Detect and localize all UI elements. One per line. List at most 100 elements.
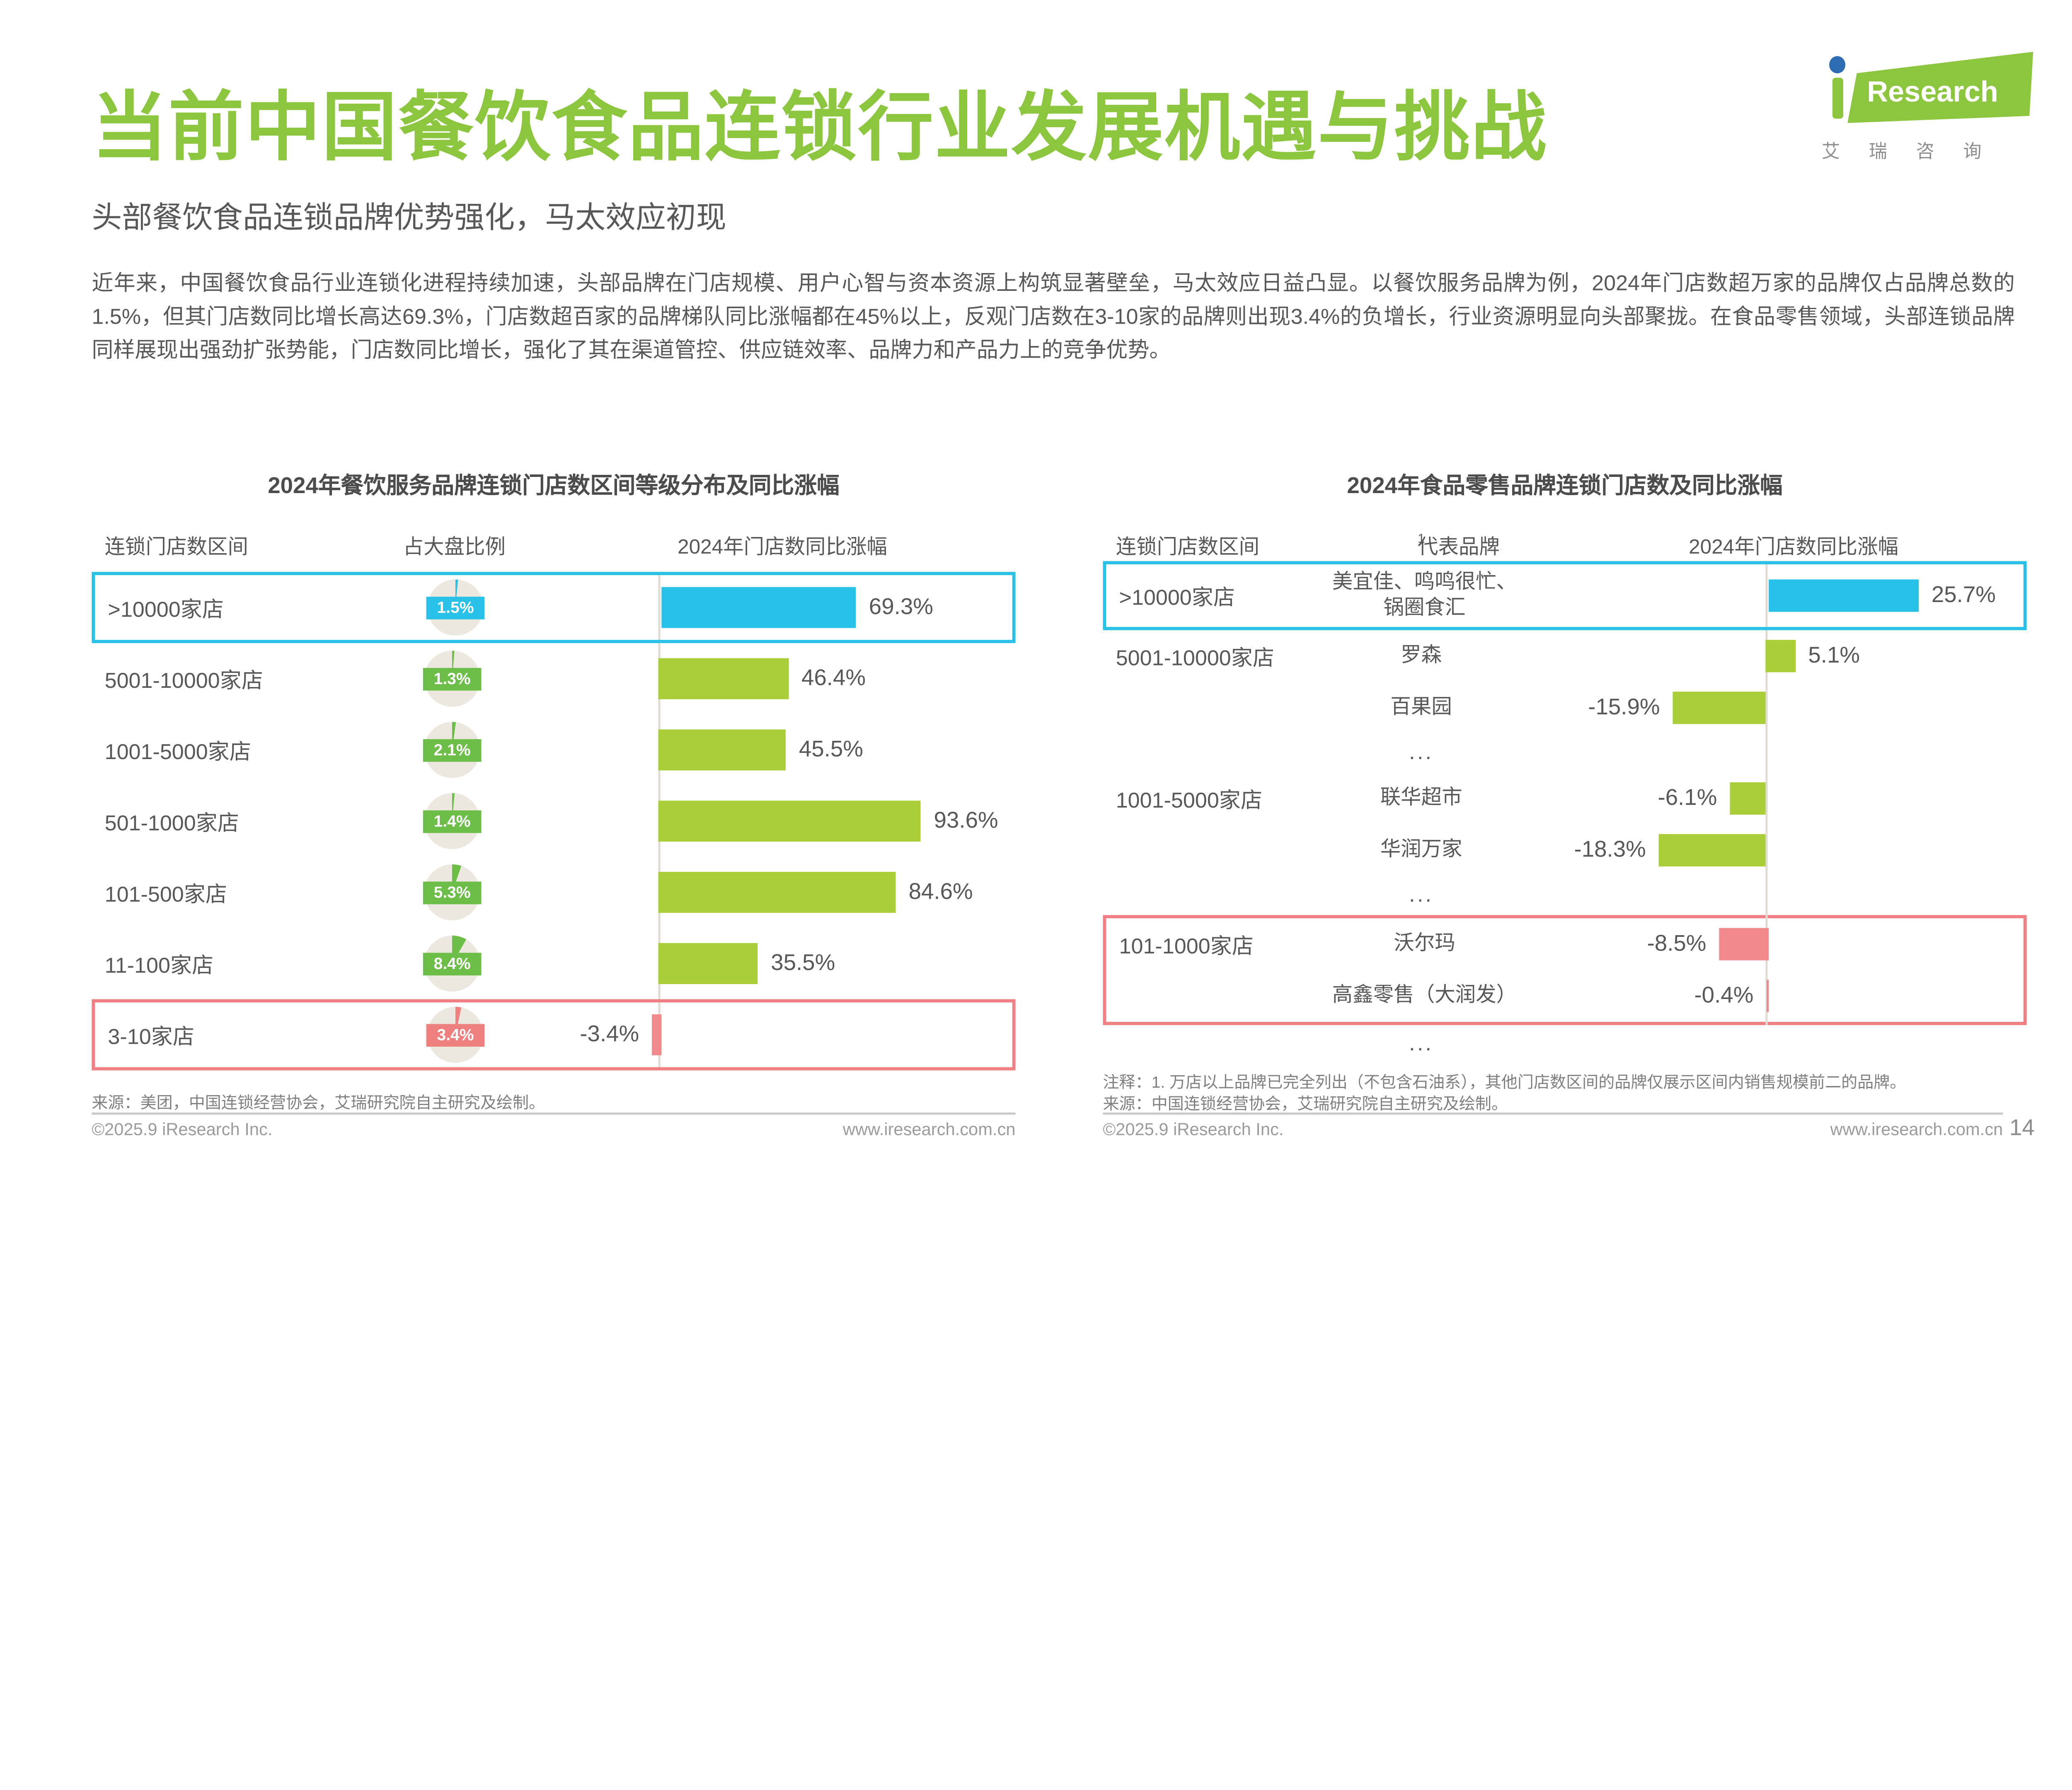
logo-research-text: Research	[1867, 75, 1998, 108]
growth-value: -6.1%	[1658, 785, 1717, 810]
page-title: 当前中国餐饮食品连锁行业发展机遇与挑战	[92, 85, 1548, 169]
growth-value: -15.9%	[1588, 695, 1660, 720]
store-range-label: 101-1000家店	[1119, 935, 1254, 959]
left-chart-headers: 连锁门店数区间 占大盘比例 2024年门店数同比涨幅	[92, 531, 1015, 559]
growth-value: 93.6%	[934, 808, 998, 833]
growth-bar	[1673, 692, 1766, 724]
share-pie: 1.4%	[422, 791, 482, 851]
ellipsis-row: ...	[1103, 876, 2026, 915]
brand-name-line: 美宜佳、鸣鸣很忙、	[1332, 571, 1517, 594]
right-chart-rows: >10000家店 美宜佳、鸣鸣很忙、 锅圈食汇 25.7% 5001-10000家店 罗森…	[1103, 561, 2027, 1064]
growth-value: -0.4%	[1694, 983, 1754, 1008]
copyright-right: ©2025.9 iResearch Inc.	[1103, 1121, 1284, 1139]
right-chart-headers: 连锁门店数区间 代表品牌 1 2024年门店数同比涨幅	[1103, 531, 2026, 559]
growth-bar	[1719, 928, 1769, 960]
chart-row: >10000家店 美宜佳、鸣鸣很忙、 锅圈食汇 25.7%	[1103, 561, 2027, 630]
chart-row: 高鑫零售（大润发） -0.4%	[1106, 970, 2024, 1022]
growth-bar	[1766, 980, 1769, 1012]
intro-paragraph: 近年来，中国餐饮食品行业连锁化进程持续加速，头部品牌在门店规模、用户心智与资本资…	[92, 272, 2015, 363]
share-value-chip: 3.4%	[426, 1024, 485, 1047]
growth-bar	[658, 872, 896, 913]
share-value-chip: 5.3%	[423, 881, 482, 905]
copyright-left: ©2025.9 iResearch Inc.	[92, 1121, 273, 1139]
brand-name-line: 华润万家	[1380, 838, 1462, 861]
brand-name-line: 高鑫零售（大润发）	[1332, 984, 1517, 1007]
store-range-label: 501-1000家店	[104, 812, 239, 836]
brand-name: 华润万家	[1227, 837, 1616, 864]
logo-i-dot	[1829, 56, 1846, 74]
share-pie: 1.3%	[422, 648, 482, 709]
chart-row: 1001-5000家店 联华超市 -6.1%	[1103, 773, 2026, 825]
growth-value: 46.4%	[801, 665, 866, 691]
store-range-label: 101-500家店	[104, 883, 227, 907]
store-range-label: 11-100家店	[104, 954, 214, 978]
left-chart-rows: >10000家店 1.5% 69.3% 5001-10000家店 1.3% 46.4% 10…	[92, 572, 1016, 1071]
growth-bar	[1765, 640, 1796, 672]
share-value-chip: 8.4%	[423, 953, 482, 976]
website-right: www.iresearch.com.cn	[1830, 1121, 2003, 1139]
share-value-chip: 1.5%	[426, 597, 485, 619]
chart-row: 3-10家店 3.4% -3.4%	[92, 999, 1016, 1071]
ellipsis-label: ...	[1409, 883, 1434, 907]
brand-name: 罗森	[1227, 643, 1616, 669]
left-footer: ©2025.9 iResearch Inc. www.iresearch.com…	[92, 1121, 1015, 1141]
growth-value: -8.5%	[1647, 931, 1706, 956]
share-pie: 3.4%	[425, 1004, 486, 1065]
column-header-range: 连锁门店数区间	[104, 536, 248, 559]
share-value-chip: 1.3%	[423, 668, 482, 691]
right-footer: ©2025.9 iResearch Inc. www.iresearch.com…	[1103, 1121, 2003, 1141]
growth-value: 35.5%	[771, 951, 835, 976]
growth-bar	[1769, 579, 1919, 612]
ellipsis-label: ...	[1409, 1032, 1434, 1056]
page-subtitle: 头部餐饮食品连锁品牌优势强化，马太效应初现	[92, 201, 726, 235]
right-footer-divider	[1103, 1112, 2003, 1115]
brand-name-line: 沃尔玛	[1394, 932, 1455, 955]
growth-value: -3.4%	[580, 1022, 639, 1047]
right-chart-source: 来源：中国连锁经营协会，艾瑞研究院自主研究及绘制。	[1103, 1095, 1508, 1114]
growth-value: -18.3%	[1574, 837, 1646, 862]
right-chart-title: 2024年食品零售品牌连锁门店数及同比涨幅	[1347, 474, 1783, 499]
logo-i-stem	[1832, 77, 1843, 119]
growth-value: 84.6%	[908, 879, 973, 905]
brand-name: 百果园	[1227, 695, 1616, 721]
brand-name: 高鑫零售（大润发）	[1230, 983, 1619, 1009]
website-left: www.iresearch.com.cn	[842, 1121, 1016, 1139]
growth-bar	[661, 587, 856, 628]
report-slide: 当前中国餐饮食品连锁行业发展机遇与挑战 Research 艾 瑞 咨 询 头部餐…	[92, 52, 2035, 1141]
growth-value: 25.7%	[1931, 583, 1996, 608]
column-header-growth: 2024年门店数同比涨幅	[1689, 536, 1899, 559]
logo-chinese-name: 艾 瑞 咨 询	[1821, 141, 1994, 162]
column-header-growth: 2024年门店数同比涨幅	[678, 536, 887, 559]
brand-name: 联华超市	[1227, 786, 1616, 812]
chart-row: 5001-10000家店 1.3% 46.4%	[92, 643, 1015, 714]
chart-row: 101-1000家店 沃尔玛 -8.5%	[1106, 918, 2024, 970]
brand-name-line: 罗森	[1401, 644, 1442, 667]
chart-row: 华润万家 -18.3%	[1103, 825, 2026, 876]
value-axis	[1765, 561, 1768, 1025]
column-header-brand: 代表品牌 1	[1417, 531, 1500, 559]
chart-row: 501-1000家店 1.4% 93.6%	[92, 786, 1015, 857]
share-value-chip: 2.1%	[423, 739, 482, 762]
store-range-label: 5001-10000家店	[1116, 647, 1274, 671]
right-chart-note: 注释：1. 万店以上品牌已完全列出（不包含石油系），其他门店数区间的品牌仅展示区…	[1103, 1074, 1906, 1092]
brand-name-line: 联华超市	[1380, 786, 1462, 810]
share-pie: 5.3%	[422, 862, 482, 923]
store-range-label: >10000家店	[108, 598, 224, 622]
logo-green-shape: Research	[1847, 52, 2033, 123]
brand-name-line: 百果园	[1390, 696, 1452, 719]
chart-row: 101-500家店 5.3% 84.6%	[92, 857, 1015, 928]
growth-value: 5.1%	[1808, 643, 1860, 668]
restaurant-service-chart: 2024年餐饮服务品牌连锁门店数区间等级分布及同比涨幅 连锁门店数区间 占大盘比…	[92, 464, 1016, 1071]
column-header-range: 连锁门店数区间	[1116, 536, 1260, 559]
growth-bar	[658, 729, 786, 771]
brand-name: 美宜佳、鸣鸣很忙、 锅圈食汇	[1230, 570, 1619, 622]
share-pie: 8.4%	[422, 934, 482, 994]
left-chart-title: 2024年餐饮服务品牌连锁门店数区间等级分布及同比涨幅	[268, 474, 840, 499]
store-range-label: 1001-5000家店	[1116, 789, 1262, 813]
chart-row: 1001-5000家店 2.1% 45.5%	[92, 714, 1015, 786]
column-header-share: 占大盘比例	[403, 536, 506, 559]
store-range-label: >10000家店	[1119, 586, 1235, 610]
chart-row: 百果园 -15.9%	[1103, 682, 2026, 734]
growth-bar	[658, 801, 921, 842]
chart-row: 5001-10000家店 罗森 5.1%	[1103, 630, 2026, 682]
